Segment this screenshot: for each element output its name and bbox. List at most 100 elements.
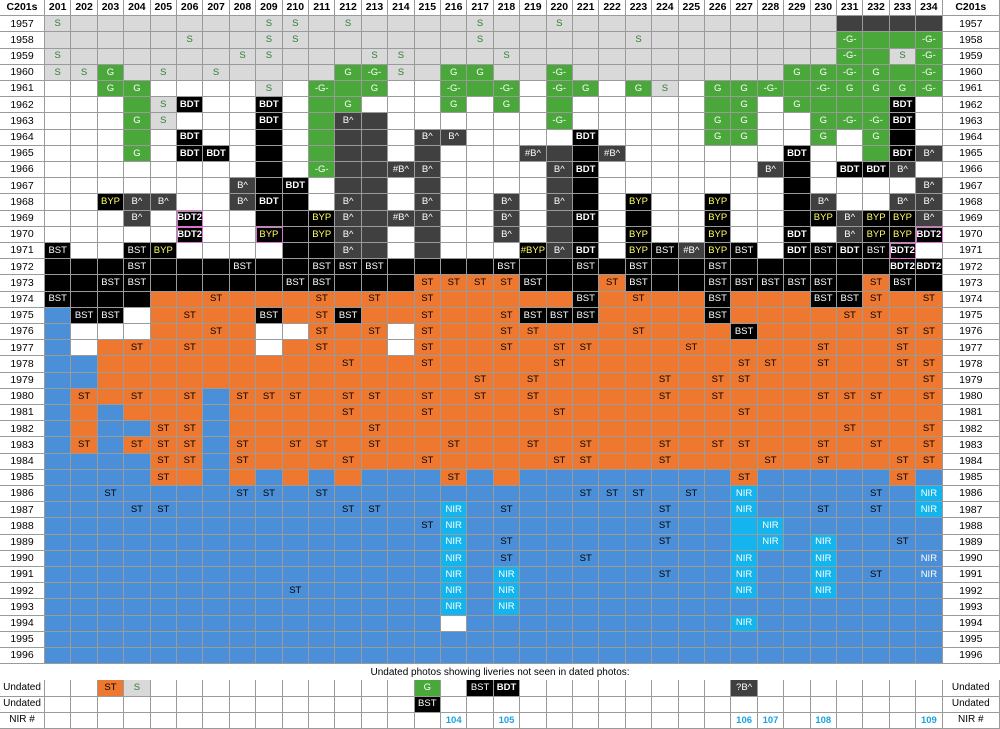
extra-cell <box>71 680 98 697</box>
livery-cell: B^ <box>124 194 151 211</box>
livery-cell <box>97 291 125 308</box>
year-label-right: 1970 <box>942 226 1000 243</box>
year-label-right: 1984 <box>942 453 1000 470</box>
livery-cell <box>731 421 758 438</box>
livery-cell <box>282 356 309 373</box>
livery-cell: ST <box>414 275 441 292</box>
livery-cell <box>203 534 230 551</box>
year-label-right: 1987 <box>942 502 1000 519</box>
livery-cell <box>97 437 125 454</box>
livery-cell <box>757 599 785 616</box>
livery-cell <box>493 243 521 260</box>
extra-cell: 106 <box>731 712 758 729</box>
livery-cell <box>757 421 785 438</box>
livery-cell <box>705 648 732 665</box>
livery-cell <box>124 615 151 632</box>
livery-cell <box>546 648 573 665</box>
livery-cell <box>177 291 204 308</box>
livery-cell: ST <box>177 453 204 470</box>
livery-cell <box>414 534 441 551</box>
livery-cell <box>229 291 257 308</box>
livery-cell: NIR <box>731 583 758 600</box>
livery-cell: NIR <box>916 502 943 519</box>
livery-cell: NIR <box>441 550 468 567</box>
livery-cell <box>282 615 309 632</box>
year-label-right: 1983 <box>942 437 1000 454</box>
livery-cell <box>837 372 864 389</box>
column-header-213: 213 <box>361 0 389 17</box>
livery-cell <box>863 615 890 632</box>
livery-cell <box>678 437 705 454</box>
extra-cell <box>705 712 732 729</box>
year-label-right: 1995 <box>942 631 1000 648</box>
livery-cell: BDT <box>573 162 600 179</box>
livery-cell: ST <box>652 534 679 551</box>
livery-cell <box>705 421 732 438</box>
livery-cell: NIR <box>493 567 521 584</box>
livery-cell <box>837 453 864 470</box>
livery-cell <box>652 259 679 276</box>
livery-cell: BST <box>309 275 336 292</box>
livery-cell: ST <box>493 324 521 341</box>
extra-cell <box>493 696 521 713</box>
livery-cell <box>414 599 441 616</box>
livery-cell: ST <box>177 340 204 357</box>
livery-cell <box>810 631 837 648</box>
livery-cell <box>678 453 705 470</box>
extra-cell <box>916 680 943 697</box>
livery-cell <box>678 129 705 146</box>
livery-cell: ST <box>229 388 257 405</box>
livery-cell <box>863 631 890 648</box>
livery-cell <box>731 599 758 616</box>
livery-cell <box>441 32 468 49</box>
livery-cell: ST <box>573 437 600 454</box>
livery-cell <box>282 81 309 98</box>
livery-cell <box>599 291 626 308</box>
livery-cell <box>309 16 336 33</box>
year-label-right: 1994 <box>942 615 1000 632</box>
livery-cell <box>71 583 98 600</box>
livery-cell <box>837 648 864 665</box>
livery-cell <box>573 599 600 616</box>
year-label-right: 1981 <box>942 405 1000 422</box>
livery-cell: BST <box>282 275 309 292</box>
livery-cell <box>45 81 72 98</box>
livery-cell: ST <box>97 486 125 503</box>
extra-cell: 104 <box>441 712 468 729</box>
column-header-208: 208 <box>229 0 257 17</box>
livery-cell <box>546 550 573 567</box>
livery-cell: NIR <box>757 518 785 535</box>
livery-cell <box>573 48 600 65</box>
livery-cell <box>45 275 72 292</box>
livery-cell <box>150 550 177 567</box>
livery-cell: ST <box>71 437 98 454</box>
extra-cell <box>599 696 626 713</box>
column-header-212: 212 <box>335 0 362 17</box>
livery-cell <box>203 372 230 389</box>
livery-cell <box>71 356 98 373</box>
livery-cell <box>71 162 98 179</box>
livery-cell <box>493 648 521 665</box>
livery-cell <box>652 469 679 486</box>
column-header-227: 227 <box>731 0 758 17</box>
livery-cell <box>784 583 811 600</box>
extra-cell <box>573 680 600 697</box>
livery-cell <box>467 437 494 454</box>
livery-cell <box>678 567 705 584</box>
livery-cell: G <box>97 64 125 81</box>
livery-cell <box>520 48 547 65</box>
extra-cell <box>546 680 573 697</box>
livery-cell <box>97 113 125 130</box>
livery-cell <box>678 307 705 324</box>
year-label-left: 1990 <box>0 550 45 567</box>
livery-cell: ST <box>652 502 679 519</box>
livery-cell <box>414 259 441 276</box>
livery-cell <box>282 226 309 243</box>
extra-cell <box>150 696 177 713</box>
livery-cell: ST <box>150 421 177 438</box>
livery-cell <box>784 486 811 503</box>
livery-cell <box>177 64 204 81</box>
livery-cell <box>282 210 309 227</box>
livery-cell: BST <box>731 324 758 341</box>
extra-cell <box>784 680 811 697</box>
